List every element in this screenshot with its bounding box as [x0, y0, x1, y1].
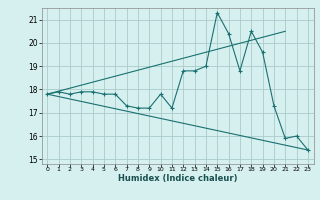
- X-axis label: Humidex (Indice chaleur): Humidex (Indice chaleur): [118, 174, 237, 183]
